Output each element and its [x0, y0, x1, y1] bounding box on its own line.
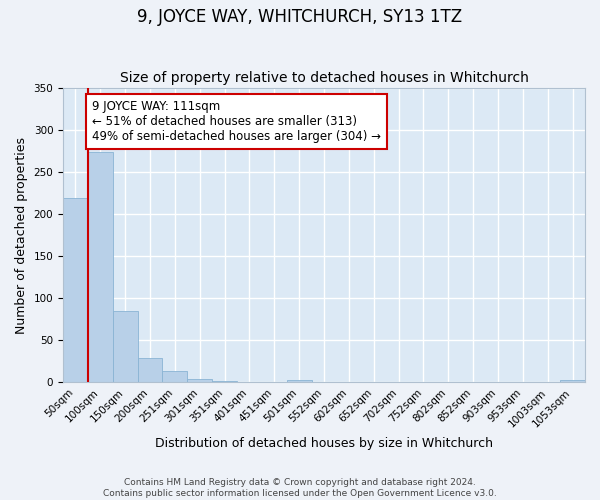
Bar [560, 380, 585, 382]
Y-axis label: Number of detached properties: Number of detached properties [15, 137, 28, 334]
Bar [88, 152, 113, 382]
Bar [63, 198, 88, 382]
Bar [287, 380, 311, 382]
Bar [163, 370, 187, 382]
Text: 9 JOYCE WAY: 111sqm
← 51% of detached houses are smaller (313)
49% of semi-detac: 9 JOYCE WAY: 111sqm ← 51% of detached ho… [92, 100, 380, 143]
Bar [212, 380, 237, 382]
Title: Size of property relative to detached houses in Whitchurch: Size of property relative to detached ho… [119, 70, 529, 85]
Bar [187, 379, 212, 382]
Text: 9, JOYCE WAY, WHITCHURCH, SY13 1TZ: 9, JOYCE WAY, WHITCHURCH, SY13 1TZ [137, 8, 463, 26]
Bar [113, 311, 137, 382]
Bar [137, 358, 163, 382]
X-axis label: Distribution of detached houses by size in Whitchurch: Distribution of detached houses by size … [155, 437, 493, 450]
Text: Contains HM Land Registry data © Crown copyright and database right 2024.
Contai: Contains HM Land Registry data © Crown c… [103, 478, 497, 498]
